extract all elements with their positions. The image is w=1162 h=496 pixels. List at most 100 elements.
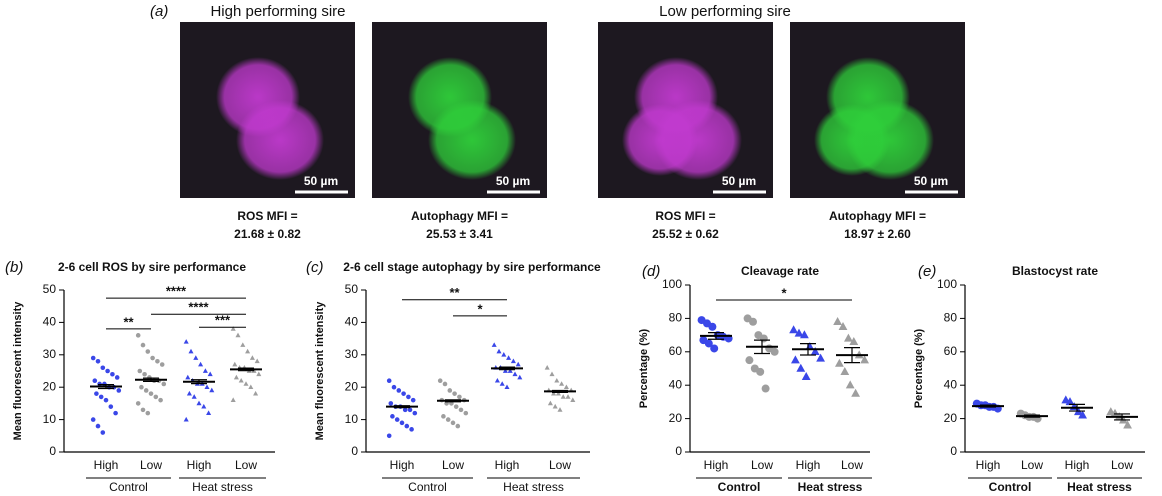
- data-point: [388, 401, 394, 406]
- y-axis-label: Percentage (%): [913, 328, 925, 408]
- data-point: [98, 394, 104, 400]
- data-point: [186, 390, 192, 396]
- y-tick-label: 50: [43, 282, 57, 296]
- significance-label: ****: [166, 284, 187, 299]
- data-point: [232, 361, 238, 367]
- data-point: [407, 407, 413, 413]
- data-point: [1078, 410, 1087, 419]
- cell: [622, 104, 698, 176]
- data-point: [849, 336, 859, 345]
- y-tick-label: 0: [675, 444, 682, 458]
- chart-title: 2-6 cell ROS by sire performance: [58, 260, 246, 274]
- image-caption: ROS MFI =: [655, 209, 715, 223]
- error-bar: [445, 399, 461, 403]
- scale-label: 50 µm: [914, 174, 948, 188]
- y-tick-label: 40: [345, 315, 359, 329]
- data-point: [100, 430, 106, 435]
- data-point: [142, 371, 147, 377]
- data-point: [761, 384, 770, 393]
- data-point: [442, 381, 448, 387]
- data-point: [840, 367, 850, 376]
- error-bar: [394, 405, 410, 409]
- significance-label: *: [781, 285, 787, 300]
- data-point: [756, 367, 765, 376]
- data-point: [463, 410, 469, 416]
- image-value: 18.97 ± 2.60: [844, 227, 911, 241]
- data-point: [240, 342, 246, 347]
- y-axis-label: Mean fluorescent intensity: [12, 301, 24, 441]
- x-tick-label: High: [94, 458, 119, 472]
- data-point: [100, 365, 106, 371]
- data-point: [1123, 420, 1132, 429]
- data-point: [544, 365, 550, 370]
- data-point: [499, 381, 505, 386]
- data-point: [390, 414, 395, 419]
- data-point: [708, 322, 717, 331]
- data-point: [139, 384, 144, 390]
- x-tick-label: High: [495, 458, 520, 472]
- y-tick-label: 0: [49, 444, 56, 458]
- y-tick-label: 80: [669, 311, 683, 325]
- data-point: [704, 339, 713, 348]
- panel-label: (d): [642, 263, 660, 280]
- data-point: [844, 333, 853, 342]
- data-point: [402, 407, 408, 413]
- cell: [814, 104, 890, 176]
- data-point: [1065, 397, 1075, 406]
- image-caption: ROS MFI =: [237, 209, 297, 223]
- y-tick-label: 100: [662, 277, 682, 291]
- error-bar: [191, 379, 207, 385]
- data-point: [851, 388, 860, 397]
- data-point: [552, 403, 558, 409]
- data-point: [458, 407, 464, 413]
- error-bar: [143, 377, 159, 382]
- data-point: [188, 348, 194, 354]
- data-point: [860, 355, 869, 364]
- data-point: [254, 358, 260, 364]
- y-axis-label: Percentage (%): [638, 328, 650, 408]
- data-point: [496, 348, 502, 354]
- data-point: [789, 325, 798, 334]
- data-point: [140, 342, 146, 348]
- scale-label: 50 µm: [304, 174, 338, 188]
- data-point: [95, 423, 101, 429]
- data-point: [409, 427, 414, 432]
- data-point: [835, 358, 844, 367]
- data-point: [810, 347, 820, 355]
- data-point: [235, 332, 241, 338]
- x-tick-label: High: [187, 458, 212, 472]
- significance-label: *: [477, 301, 483, 316]
- image-caption: Autophagy MFI =: [829, 209, 926, 223]
- data-point: [103, 397, 109, 403]
- data-point: [452, 391, 457, 396]
- data-point: [710, 344, 719, 353]
- error-bar: [1114, 413, 1130, 421]
- data-point: [183, 416, 189, 422]
- data-point: [800, 330, 809, 339]
- data-point: [502, 368, 508, 373]
- data-point: [135, 401, 141, 406]
- x-tick-label: Low: [442, 458, 464, 472]
- y-tick-label: 40: [43, 315, 57, 329]
- data-point: [770, 347, 779, 356]
- data-point: [386, 378, 392, 384]
- data-point: [233, 374, 239, 380]
- data-point: [401, 391, 406, 396]
- y-tick-label: 80: [944, 311, 958, 325]
- data-point: [406, 394, 411, 400]
- data-point: [207, 371, 213, 377]
- data-point: [759, 334, 768, 343]
- data-point: [554, 377, 560, 383]
- y-tick-label: 30: [345, 347, 359, 361]
- data-point: [551, 390, 557, 396]
- data-point: [507, 368, 513, 373]
- data-point: [412, 410, 418, 416]
- data-point: [193, 355, 199, 360]
- scale-label: 50 µm: [722, 174, 756, 188]
- x-tick-label: High: [1065, 458, 1090, 472]
- y-tick-label: 10: [345, 412, 359, 426]
- data-point: [453, 404, 459, 409]
- data-point: [491, 342, 497, 347]
- data-point: [547, 400, 553, 406]
- x-tick-label: Low: [751, 458, 773, 472]
